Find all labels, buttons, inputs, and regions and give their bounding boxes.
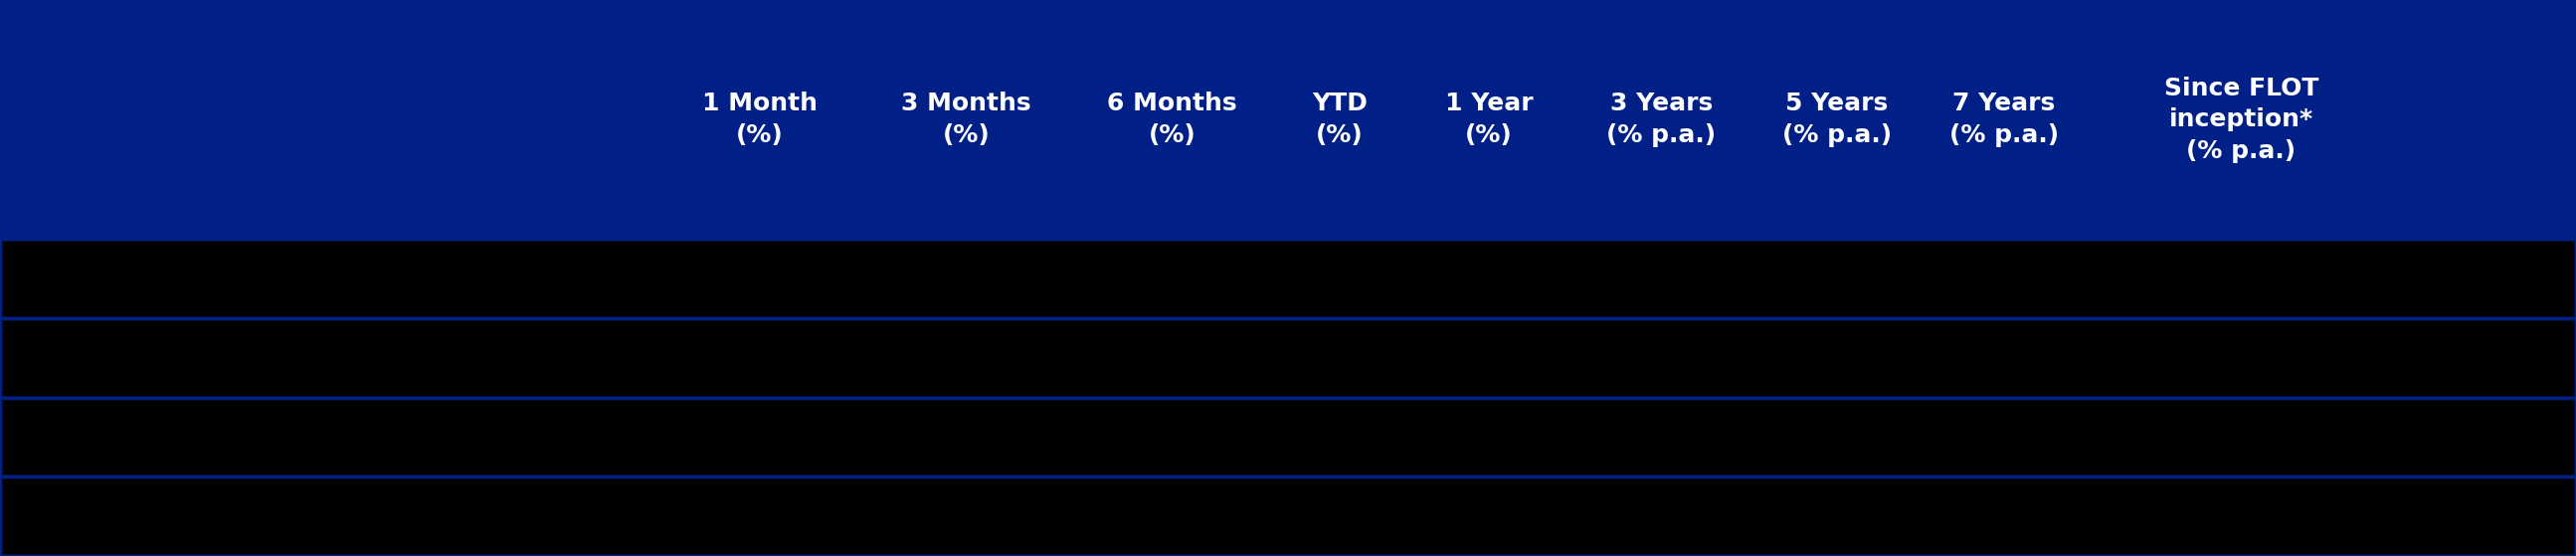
Text: Since FLOT
inception*
(% p.a.): Since FLOT inception* (% p.a.) xyxy=(2164,76,2318,163)
Bar xyxy=(0,0,2576,239)
Text: 1 Year
(%): 1 Year (%) xyxy=(1445,92,1533,147)
Text: 3 Months
(%): 3 Months (%) xyxy=(902,92,1030,147)
Bar xyxy=(0,239,2576,318)
Bar xyxy=(0,318,2576,398)
Bar xyxy=(0,239,2576,556)
Text: 3 Years
(% p.a.): 3 Years (% p.a.) xyxy=(1607,92,1716,147)
Text: 5 Years
(% p.a.): 5 Years (% p.a.) xyxy=(1783,92,1891,147)
Text: YTD
(%): YTD (%) xyxy=(1311,92,1368,147)
Bar xyxy=(0,398,2576,476)
Bar xyxy=(0,476,2576,556)
Text: 7 Years
(% p.a.): 7 Years (% p.a.) xyxy=(1950,92,2058,147)
Text: 1 Month
(%): 1 Month (%) xyxy=(703,92,817,147)
Text: 6 Months
(%): 6 Months (%) xyxy=(1108,92,1236,147)
